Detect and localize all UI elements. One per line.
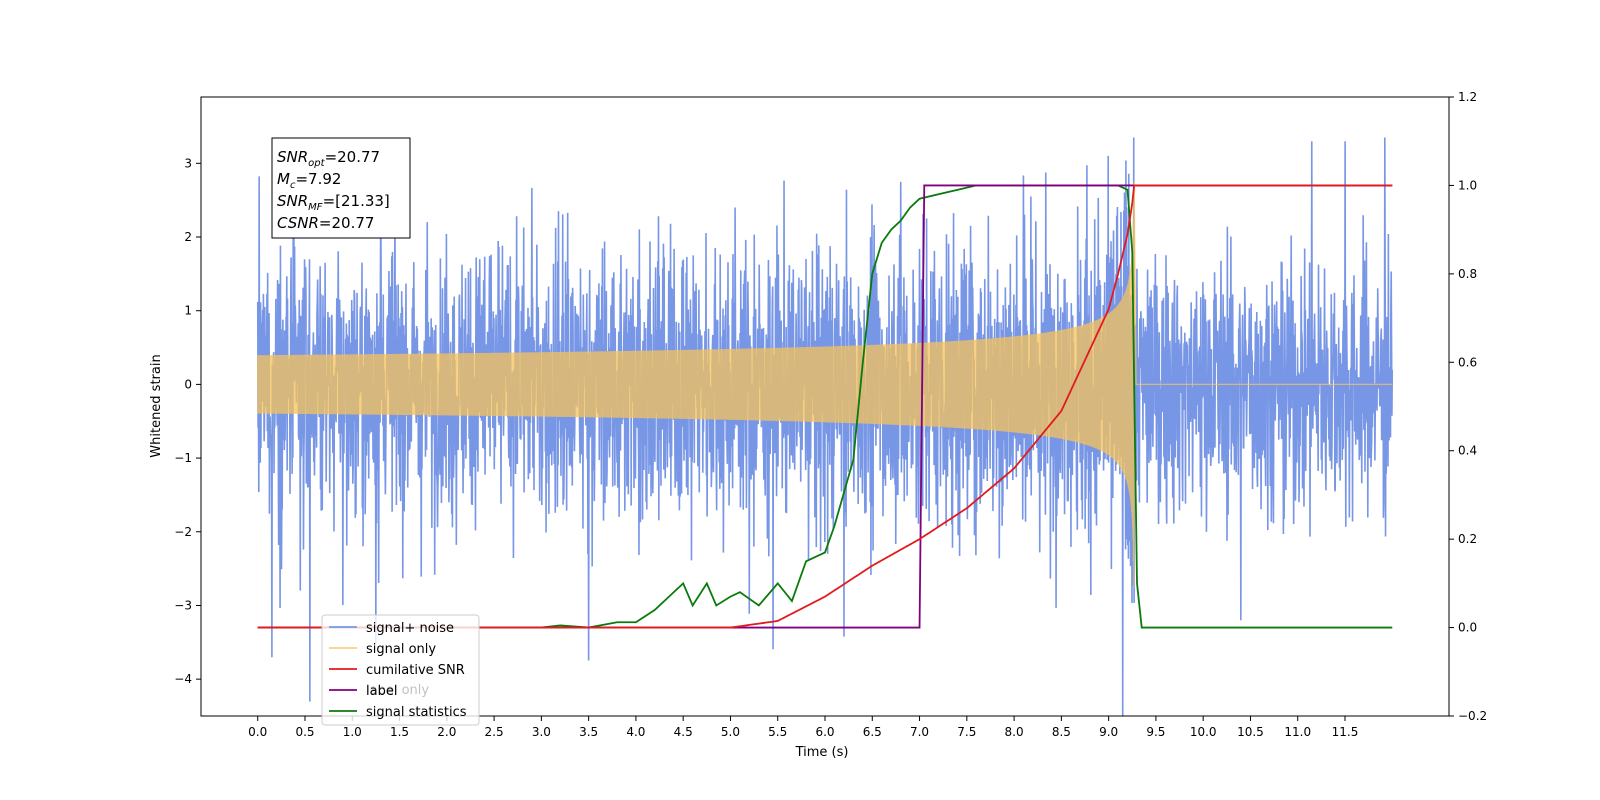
- y-left-tick-label: 0: [184, 377, 192, 391]
- x-tick-label: 7.5: [957, 725, 976, 739]
- legend-entry: cumilative SNR: [366, 663, 465, 678]
- x-tick-label: 9.0: [1099, 725, 1118, 739]
- legend-frame: [321, 614, 480, 726]
- y-axis-label: Whitened strain: [149, 354, 164, 457]
- y-right-tick-label: −0.2: [1458, 709, 1487, 723]
- x-tick-label: 11.0: [1284, 725, 1311, 739]
- y-left-tick-label: −3: [174, 598, 192, 612]
- y-axis-right: −0.2 0.0 0.2 0.4 0.6 0.8 1.0 1.2: [1449, 90, 1487, 723]
- annotation-frame: [271, 137, 411, 239]
- y-left-tick-label: 3: [184, 156, 192, 170]
- x-tick-label: 1.5: [390, 725, 409, 739]
- annotation-line: SNRopt=20.77: [277, 148, 380, 169]
- x-tick-label: 2.0: [437, 725, 456, 739]
- y-left-tick-label: 2: [184, 230, 192, 244]
- x-tick-label: 11.5: [1332, 725, 1359, 739]
- y-right-tick-label: 0.0: [1458, 621, 1477, 635]
- x-axis-label: Time (s): [795, 745, 849, 760]
- legend-overlap-text: label only: [366, 683, 429, 698]
- annotation-line: Mc=7.92: [277, 170, 341, 191]
- x-tick-label: 4.5: [674, 725, 693, 739]
- x-tick-label: 1.0: [343, 725, 362, 739]
- legend-entry: signal+ noise: [366, 621, 454, 636]
- x-tick-label: 3.5: [579, 725, 598, 739]
- annotation-box: SNRopt=20.77Mc=7.92SNRMF=[21.33]CSNR=20.…: [271, 137, 411, 239]
- series-signal-only: [257, 181, 1393, 588]
- x-tick-label: 2.5: [485, 725, 504, 739]
- legend-entry: signal statistics: [366, 705, 467, 720]
- x-tick-label: 6.5: [863, 725, 882, 739]
- x-tick-label: 10.0: [1190, 725, 1217, 739]
- x-tick-label: 4.0: [626, 725, 645, 739]
- annotation-line: CSNR=20.77: [277, 214, 374, 232]
- y-right-tick-label: 1.2: [1458, 90, 1477, 104]
- x-tick-label: 9.5: [1146, 725, 1165, 739]
- x-axis: 0.0 0.5 1.0 1.5 2.0 2.5 3.0 3.5 4.0 4.5 5.0 5.5 6.0 6…: [248, 716, 1358, 739]
- y-axis-left: −4 −3 −2 −1 0 1 2 3: [174, 156, 201, 686]
- y-right-tick-label: 0.2: [1458, 532, 1477, 546]
- legend-entry: label: [366, 684, 397, 699]
- y-left-tick-label: −4: [174, 672, 192, 686]
- x-tick-label: 6.0: [815, 725, 834, 739]
- y-right-tick-label: 0.8: [1458, 267, 1477, 281]
- legend: label only signal+ noise signal only cumila…: [321, 614, 480, 726]
- legend-entry: signal only: [366, 642, 436, 657]
- x-tick-label: 5.5: [768, 725, 787, 739]
- y-right-tick-label: 0.4: [1458, 444, 1477, 458]
- x-tick-label: 7.0: [910, 725, 929, 739]
- y-right-tick-label: 1.0: [1458, 178, 1477, 192]
- y-left-tick-label: 1: [184, 304, 192, 318]
- y-left-tick-label: −2: [174, 525, 192, 539]
- y-left-tick-label: −1: [174, 451, 192, 465]
- x-tick-label: 8.5: [1052, 725, 1071, 739]
- x-tick-label: 0.5: [295, 725, 314, 739]
- x-tick-label: 10.5: [1237, 725, 1264, 739]
- annotation-line: SNRMF=[21.33]: [277, 192, 390, 213]
- y-right-tick-label: 0.6: [1458, 355, 1477, 369]
- x-tick-label: 5.0: [721, 725, 740, 739]
- x-tick-label: 0.0: [248, 725, 267, 739]
- x-tick-label: 8.0: [1005, 725, 1024, 739]
- x-tick-label: 3.0: [532, 725, 551, 739]
